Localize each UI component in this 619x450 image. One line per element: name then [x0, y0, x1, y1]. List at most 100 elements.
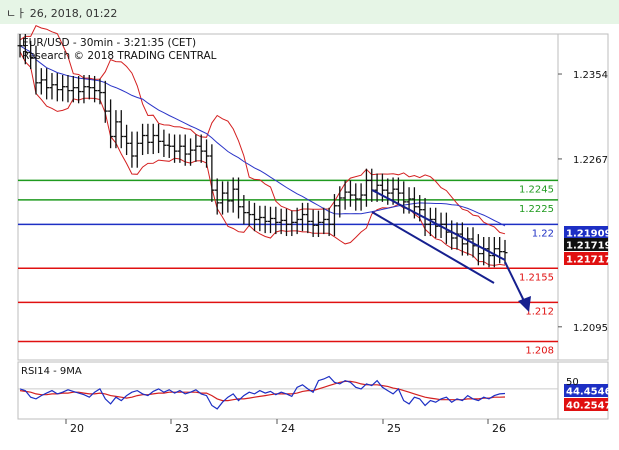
price-bar: [49, 73, 55, 100]
svg-text:40.2547: 40.2547: [566, 401, 612, 412]
price-badge-2: 1.21717: [564, 252, 612, 266]
price-axis-panel: [557, 33, 609, 361]
price-bar: [113, 110, 119, 149]
price-bar: [38, 68, 44, 95]
price-bar: [353, 183, 359, 211]
price-bar: [326, 207, 332, 237]
band-lower: [19, 51, 506, 266]
level-label-4: 1.212: [525, 306, 554, 317]
price-bar: [60, 74, 66, 102]
price-panel: [17, 33, 559, 361]
price-bar: [273, 206, 279, 235]
price-bar: [76, 75, 82, 104]
price-bar: [347, 180, 353, 207]
price-bar: [118, 110, 124, 149]
svg-text:1.21717: 1.21717: [566, 255, 612, 266]
price-bar: [204, 139, 210, 168]
price-bar: [385, 178, 391, 205]
price-bar: [124, 124, 130, 156]
price-bar: [502, 239, 508, 265]
price-bar: [172, 134, 178, 163]
header-date: ㄴㅏ ‍26, 2018, 01:22: [6, 7, 118, 20]
x-tick-label-4: 26: [492, 422, 506, 435]
price-bar: [44, 68, 50, 100]
price-bar: [310, 209, 316, 238]
price-bar: [321, 207, 327, 235]
price-bar: [315, 210, 321, 238]
price-badge-0: 1.21909: [564, 226, 612, 240]
price-bar: [491, 237, 497, 268]
x-tick-label-0: 20: [70, 422, 84, 435]
price-bars: [17, 34, 508, 268]
price-bar: [33, 45, 39, 95]
price-bar: [230, 177, 236, 213]
price-bar: [28, 40, 34, 70]
price-bar: [289, 210, 295, 237]
rsi-series: [18, 375, 558, 410]
rsi-panel: [17, 361, 559, 420]
price-bar: [395, 177, 401, 205]
level-label-1: 1.2225: [519, 204, 554, 215]
price-bar: [283, 208, 289, 237]
price-bar: [236, 177, 242, 219]
price-bar: [150, 123, 156, 155]
price-bar: [198, 134, 204, 163]
moving-average-slow: [19, 45, 506, 227]
price-bar: [459, 222, 465, 256]
price-bar: [246, 200, 252, 227]
price-bar: [379, 173, 385, 202]
price-bar: [65, 74, 71, 103]
price-bar: [188, 138, 194, 166]
y-tick-label-1: 1.2267: [573, 155, 608, 166]
price-bar: [497, 237, 503, 264]
forecast-arrow-head: [518, 296, 531, 312]
level-label-2: 1.22: [532, 228, 554, 239]
price-bar: [193, 134, 199, 162]
price-badge-1: 1.21719: [564, 238, 612, 252]
price-bar: [374, 173, 380, 202]
price-bar: [145, 123, 151, 155]
svg-text:1.21719: 1.21719: [566, 241, 612, 252]
x-tick-label-2: 24: [281, 422, 295, 435]
price-bar: [177, 134, 183, 163]
x-tick-label-3: 25: [387, 422, 401, 435]
svg-text:1.21909: 1.21909: [566, 229, 612, 240]
horizontal-levels: 1.2245 1.2225 1.22 1.2155 1.212 1.208: [18, 179, 558, 356]
chart-title: EUR/USD - 30min - 3:21:35 (CET): [22, 37, 196, 49]
y-tick-label-2: 1.2095: [573, 323, 608, 334]
channel-lower-line: [371, 211, 495, 284]
header-bar: ㄴㅏ ‍26, 2018, 01:22: [0, 0, 619, 24]
price-bar: [166, 133, 172, 158]
rsi-line: [19, 375, 506, 410]
price-bar: [86, 74, 92, 100]
price-bar: [262, 205, 268, 234]
price-bar: [337, 186, 343, 218]
y-tick-label-0: 1.2354: [573, 70, 608, 81]
trend-drawings: [371, 189, 531, 312]
price-bar: [278, 208, 284, 235]
price-bar: [225, 181, 231, 213]
price-bar: [102, 80, 108, 123]
price-bar: [17, 34, 23, 58]
x-tick-label-1: 23: [175, 422, 189, 435]
channel-upper-line: [371, 189, 506, 261]
price-bar: [92, 75, 98, 103]
price-bar: [156, 123, 162, 154]
price-bar: [475, 234, 481, 266]
time-axis-ticks: 20 23 24 25 26: [65, 419, 506, 435]
price-bar: [305, 202, 311, 234]
price-bar: [294, 207, 300, 235]
price-bar: [220, 181, 226, 215]
price-bar: [401, 181, 407, 214]
level-label-5: 1.208: [525, 345, 554, 356]
price-bar: [134, 131, 140, 168]
rsi-badges: 44.4546 40.2547: [564, 384, 612, 412]
price-bar: [358, 183, 364, 211]
svg-text:44.4546: 44.4546: [566, 387, 612, 398]
rsi-50-label: 50: [566, 377, 579, 388]
price-bar: [369, 168, 375, 202]
rsi-title: RSI14 - 9MA: [21, 366, 82, 377]
price-bar: [214, 178, 220, 215]
